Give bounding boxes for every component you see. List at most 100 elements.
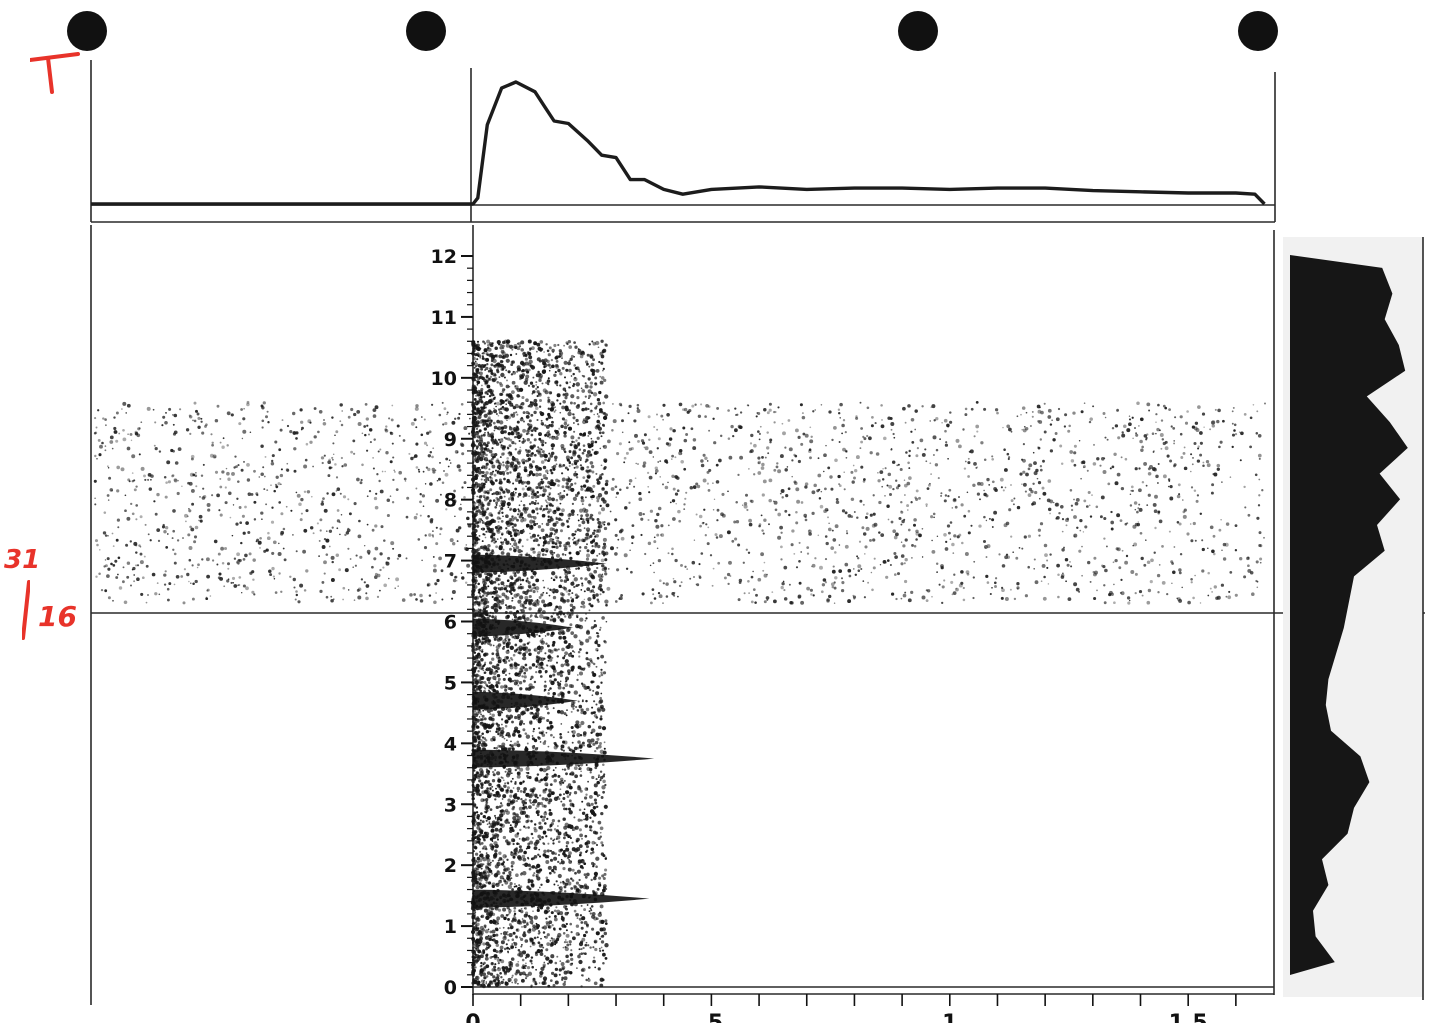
onset-dot	[603, 741, 606, 744]
onset-dot	[542, 579, 544, 582]
speckle-dot	[1039, 468, 1043, 472]
onset-dot	[501, 742, 506, 747]
speckle-dot	[651, 588, 655, 591]
speckle-dot	[563, 418, 568, 423]
speckle-dot	[1113, 601, 1116, 605]
speckle-dot	[1096, 457, 1100, 461]
speckle-dot	[164, 495, 168, 499]
speckle-dot	[658, 594, 663, 599]
speckle-dot	[173, 561, 177, 565]
speckle-dot	[1134, 467, 1138, 471]
speckle-dot	[218, 509, 221, 512]
speckle-dot	[1010, 430, 1013, 433]
speckle-dot	[226, 471, 230, 476]
speckle-dot	[206, 574, 211, 579]
speckle-dot	[527, 581, 531, 585]
speckle-dot	[671, 591, 675, 596]
speckle-dot	[1124, 560, 1129, 565]
speckle-dot	[244, 505, 247, 509]
speckle-dot	[444, 421, 448, 426]
onset-dot	[562, 982, 566, 987]
speckle-dot	[1153, 509, 1158, 514]
speckle-dot	[173, 478, 178, 483]
speckle-dot	[648, 475, 653, 480]
speckle-dot	[448, 459, 451, 462]
speckle-dot	[961, 541, 964, 545]
speckle-dot	[872, 566, 876, 570]
speckle-dot	[171, 537, 174, 540]
onset-dot	[574, 482, 577, 485]
speckle-dot	[170, 448, 174, 453]
speckle-dot	[1066, 517, 1069, 521]
speckle-dot	[1259, 561, 1262, 564]
speckle-dot	[341, 410, 344, 412]
speckle-dot	[902, 593, 907, 598]
speckle-dot	[557, 517, 562, 522]
speckle-dot	[754, 601, 757, 604]
onset-dot	[592, 689, 595, 692]
speckle-dot	[232, 504, 235, 506]
onset-dot	[505, 604, 507, 607]
onset-dot	[502, 658, 506, 662]
speckle-dot	[543, 477, 545, 480]
onset-dot	[579, 464, 583, 467]
speckle-dot	[253, 500, 257, 504]
onset-dot	[541, 818, 546, 822]
speckle-dot	[1182, 514, 1187, 519]
speckle-dot	[900, 523, 903, 526]
speckle-dot	[1027, 565, 1030, 569]
speckle-dot	[326, 530, 328, 532]
speckle-dot	[97, 438, 101, 442]
speckle-dot	[347, 415, 351, 419]
speckle-dot	[907, 528, 911, 532]
onset-dot	[565, 929, 568, 932]
speckle-dot	[966, 491, 969, 494]
speckle-dot	[742, 561, 745, 564]
onset-dot	[471, 922, 475, 926]
onset-dot	[500, 932, 503, 935]
speckle-dot	[734, 428, 738, 433]
speckle-dot	[1047, 507, 1052, 512]
speckle-dot	[497, 520, 500, 523]
speckle-dot	[99, 549, 101, 551]
speckle-dot	[96, 543, 99, 547]
speckle-dot	[347, 498, 350, 501]
onset-dot	[476, 340, 480, 343]
speckle-dot	[423, 441, 428, 445]
onset-dot	[547, 353, 551, 357]
speckle-dot	[1116, 513, 1121, 518]
speckle-dot	[201, 496, 206, 500]
onset-dot	[599, 779, 602, 782]
speckle-dot	[806, 546, 810, 549]
speckle-dot	[446, 413, 448, 416]
speckle-dot	[246, 402, 250, 407]
onset-dot	[519, 529, 524, 535]
onset-dot	[512, 612, 517, 617]
speckle-dot	[854, 469, 858, 473]
speckle-dot	[1031, 410, 1034, 413]
onset-dot	[553, 909, 557, 913]
speckle-dot	[810, 593, 813, 596]
speckle-dot	[260, 472, 264, 477]
speckle-dot	[1168, 408, 1171, 411]
speckle-dot	[125, 543, 129, 547]
speckle-dot	[838, 483, 841, 486]
speckle-dot	[139, 560, 144, 565]
speckle-dot	[429, 482, 433, 486]
onset-dot	[589, 816, 592, 819]
speckle-dot	[660, 524, 664, 528]
onset-dot	[593, 619, 596, 623]
speckle-dot	[109, 435, 114, 440]
speckle-dot	[1182, 499, 1184, 501]
onset-dot	[550, 937, 553, 940]
speckle-dot	[386, 498, 391, 502]
speckle-dot	[1049, 512, 1052, 515]
speckle-dot	[1211, 549, 1215, 554]
onset-dot	[506, 946, 509, 950]
speckle-dot	[976, 430, 979, 433]
speckle-dot	[983, 407, 987, 411]
speckle-dot	[888, 484, 893, 489]
speckle-dot	[768, 408, 772, 412]
onset-dot	[482, 871, 487, 876]
onset-dot	[507, 821, 511, 825]
